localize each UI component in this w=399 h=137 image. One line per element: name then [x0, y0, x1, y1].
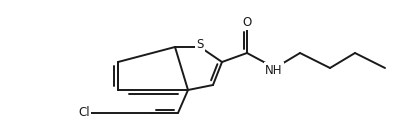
Text: S: S [196, 38, 203, 51]
Text: O: O [242, 15, 252, 28]
Text: Cl: Cl [78, 106, 90, 119]
Text: NH: NH [265, 64, 283, 76]
